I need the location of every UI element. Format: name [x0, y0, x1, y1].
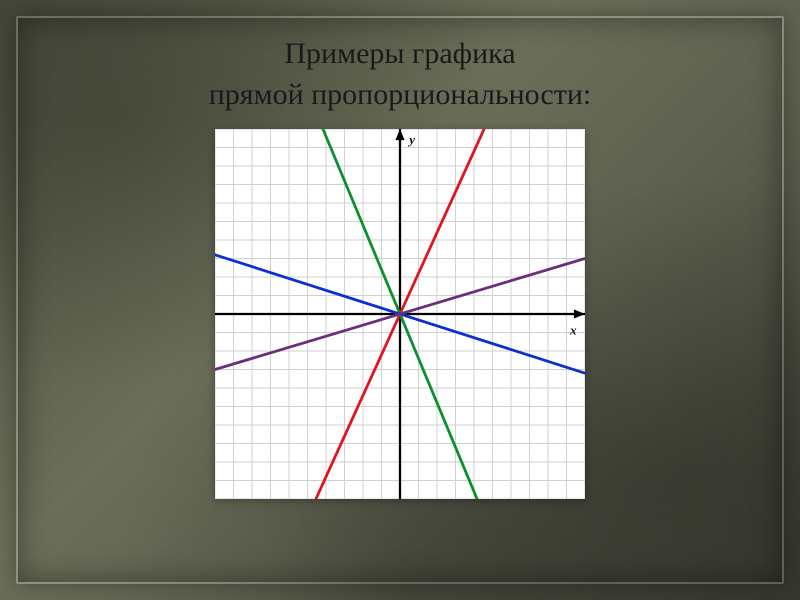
chart-container: xy: [215, 129, 585, 499]
proportionality-chart: xy: [215, 129, 585, 499]
slide-background: Примеры графика прямой пропорциональност…: [0, 0, 800, 600]
title-line-1: Примеры графика: [284, 37, 515, 70]
svg-text:x: x: [569, 322, 577, 337]
slide-title: Примеры графика прямой пропорциональност…: [209, 34, 592, 115]
svg-text:y: y: [407, 132, 415, 147]
title-line-2: прямой пропорциональности:: [209, 78, 592, 111]
